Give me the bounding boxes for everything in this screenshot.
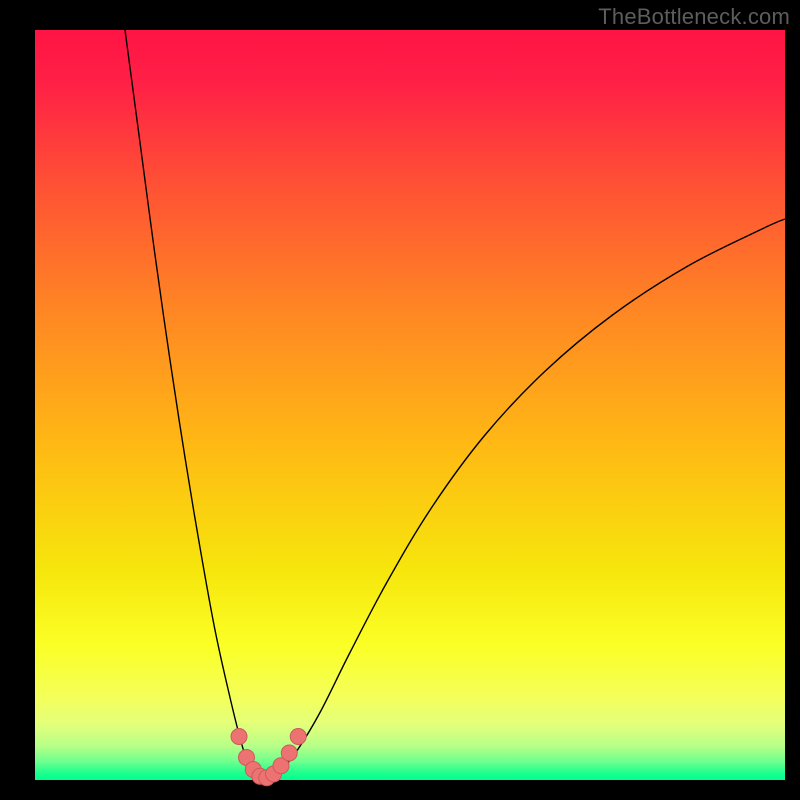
- marker-dot: [281, 745, 297, 761]
- marker-dot: [290, 729, 306, 745]
- chart-canvas: TheBottleneck.com: [0, 0, 800, 800]
- bottleneck-markers: [231, 729, 306, 786]
- watermark-text: TheBottleneck.com: [598, 4, 790, 30]
- marker-dot: [231, 729, 247, 745]
- bottleneck-curve: [125, 30, 785, 780]
- plot-overlay: [0, 0, 800, 800]
